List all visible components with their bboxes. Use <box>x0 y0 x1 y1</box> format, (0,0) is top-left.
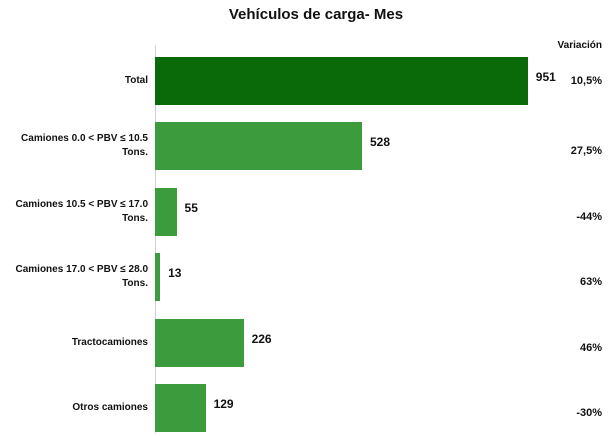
bar <box>155 187 177 236</box>
bar <box>155 122 362 171</box>
variation-label: -44% <box>576 210 602 223</box>
chart-title: Vehículos de carga- Mes <box>228 6 404 23</box>
variation-header: Variación <box>557 40 602 51</box>
value-label: 129 <box>213 397 234 412</box>
value-label: 55 <box>184 200 198 215</box>
bar <box>155 384 206 433</box>
category-label: Otros camiones <box>72 402 148 414</box>
value-label: 13 <box>168 266 182 281</box>
value-label: 528 <box>369 135 390 150</box>
category-label: Camiones 0.0 < PBV ≤ 10.5 Tons. <box>21 133 148 159</box>
variation-label: 46% <box>579 341 602 354</box>
axis-line <box>155 45 156 433</box>
value-label: 951 <box>535 69 556 84</box>
bar <box>155 253 161 302</box>
variation-label: 63% <box>579 276 602 289</box>
variation-label: 10,5% <box>570 74 602 87</box>
variation-label: 27,5% <box>570 145 602 158</box>
value-label: 226 <box>251 331 272 346</box>
bar <box>155 56 528 105</box>
category-label: Camiones 17.0 < PBV ≤ 28.0 Tons. <box>15 264 149 290</box>
category-label: Total <box>124 74 148 86</box>
bar <box>155 318 244 367</box>
category-label: Camiones 10.5 < PBV ≤ 17.0 Tons. <box>15 198 149 224</box>
variation-label: -30% <box>576 407 602 420</box>
category-label: Tractocamiones <box>71 336 148 348</box>
